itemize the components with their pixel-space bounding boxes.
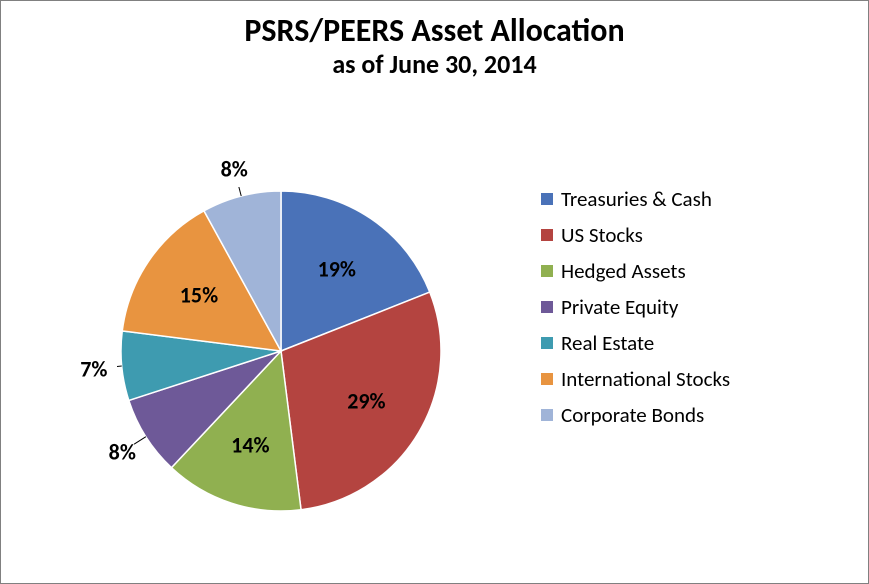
legend-label: Real Estate [561, 330, 654, 356]
legend-item: International Stocks [541, 361, 730, 397]
chart-frame: PSRS/PEERS Asset Allocation as of June 3… [0, 0, 869, 584]
slice-label: 29% [347, 388, 385, 415]
pie-chart [117, 187, 445, 515]
legend-label: Private Equity [561, 294, 678, 320]
legend-label: International Stocks [561, 366, 730, 392]
slice-label: 14% [231, 432, 269, 459]
legend-label: Treasuries & Cash [561, 186, 712, 212]
chart-title: PSRS/PEERS Asset Allocation [1, 13, 868, 48]
slice-label: 19% [318, 255, 356, 282]
chart-title-block: PSRS/PEERS Asset Allocation as of June 3… [1, 13, 868, 79]
legend-item: Hedged Assets [541, 253, 730, 289]
legend-item: Treasuries & Cash [541, 181, 730, 217]
legend-label: Corporate Bonds [561, 402, 704, 428]
legend-label: US Stocks [561, 222, 643, 248]
legend-swatch [541, 301, 553, 313]
slice-label: 15% [180, 282, 218, 309]
legend-swatch [541, 193, 553, 205]
legend: Treasuries & Cash US Stocks Hedged Assets P… [541, 181, 730, 433]
slice-label: 8% [221, 155, 248, 182]
slice-label: 8% [109, 438, 136, 465]
legend-label: Hedged Assets [561, 258, 686, 284]
chart-subtitle: as of June 30, 2014 [1, 50, 868, 79]
legend-item: Private Equity [541, 289, 730, 325]
leader-line [238, 187, 241, 196]
legend-item: US Stocks [541, 217, 730, 253]
legend-swatch [541, 265, 553, 277]
legend-item: Corporate Bonds [541, 397, 730, 433]
slice-label: 7% [80, 355, 107, 382]
legend-swatch [541, 373, 553, 385]
legend-swatch [541, 229, 553, 241]
legend-swatch [541, 337, 553, 349]
legend-swatch [541, 409, 553, 421]
legend-item: Real Estate [541, 325, 730, 361]
